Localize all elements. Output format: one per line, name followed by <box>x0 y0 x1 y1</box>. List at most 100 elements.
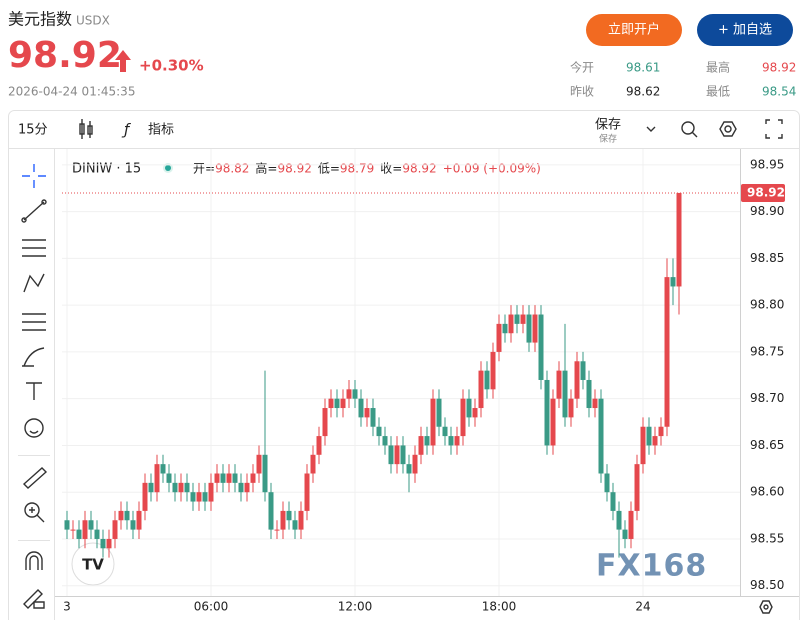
candle-body <box>328 398 334 409</box>
candle-body <box>202 492 208 502</box>
candle-body <box>676 192 682 287</box>
candle-body <box>238 482 244 493</box>
candle-body <box>454 436 460 446</box>
candle-body <box>88 520 94 530</box>
legend-text: 收= <box>380 162 402 176</box>
x-tick-label: 24 <box>635 600 650 614</box>
candle-body <box>586 379 592 409</box>
stat-value: 98.61 <box>626 61 660 75</box>
candle-body <box>250 473 256 483</box>
candle-body <box>76 529 82 539</box>
candle-body <box>538 314 544 380</box>
watchlist-button[interactable] <box>697 14 793 46</box>
open-account-label[interactable]: 立即开户 <box>608 22 660 38</box>
candle-body <box>358 398 364 418</box>
interval[interactable]: 15分 <box>18 123 48 138</box>
candle-body <box>652 436 658 446</box>
candle-body <box>484 370 490 390</box>
candle-body <box>610 492 616 511</box>
candle-body <box>64 520 70 530</box>
candle-body <box>130 520 136 530</box>
candle-body <box>520 314 526 324</box>
legend-text: 低= <box>318 162 340 176</box>
candle-body <box>184 482 190 493</box>
candle-body <box>124 510 130 521</box>
candle-body <box>292 520 298 530</box>
candle-body <box>550 398 556 446</box>
legend-text: 98.92 <box>402 162 436 176</box>
candle-body <box>268 492 274 530</box>
candle-body <box>382 436 388 446</box>
candle-body <box>616 510 622 530</box>
ohlc-legend: 开= 98.82 高= 98.92 低= 98.79 收= 98.92 +0.09 (+0.09… <box>193 161 541 176</box>
candle-body <box>244 482 250 493</box>
candle-body <box>220 473 226 483</box>
candle-body <box>178 482 184 493</box>
watchlist-label[interactable]: + 加自选 <box>718 23 772 38</box>
candle-body <box>496 323 502 352</box>
candle-body <box>310 454 316 474</box>
settings-icon[interactable] <box>759 600 773 614</box>
legend-text: 开= <box>193 162 215 176</box>
y-tick-label: 98.55 <box>750 531 784 545</box>
candle-body <box>532 314 538 343</box>
candle-body <box>418 436 424 455</box>
status-dot <box>165 165 171 171</box>
candle-body <box>424 436 430 446</box>
watermark: FX168 <box>596 549 707 584</box>
indicators[interactable]: 指标 <box>148 123 174 138</box>
save[interactable]: 保存 <box>595 118 621 133</box>
candle-type-icon[interactable] <box>79 119 93 139</box>
y-tick-label: 98.50 <box>750 578 784 592</box>
stat-label: 最低 <box>706 85 730 99</box>
candle-body <box>640 426 646 465</box>
x-tick-label: 18:00 <box>482 600 517 614</box>
candle-body <box>388 445 394 465</box>
candle-body <box>196 492 202 502</box>
candle-body <box>460 398 466 437</box>
candle-body <box>394 445 400 465</box>
save-menu[interactable] <box>646 126 656 132</box>
y-tick-label: 98.75 <box>750 344 784 358</box>
candle-body <box>634 464 640 511</box>
candle-body <box>376 426 382 437</box>
candle-body <box>598 398 604 474</box>
candle-body <box>490 351 496 390</box>
candle-body <box>508 314 514 334</box>
candle-body <box>262 454 268 493</box>
candle-body <box>412 454 418 474</box>
candle-body <box>604 473 610 493</box>
open-account-button[interactable] <box>586 14 682 46</box>
drawing-tools[interactable] <box>21 164 48 609</box>
candle-body <box>646 426 652 446</box>
x-tick-label: 06:00 <box>194 600 229 614</box>
candle-body <box>622 529 628 539</box>
candle-body <box>154 464 160 493</box>
candle-body <box>304 473 310 511</box>
candle-body <box>628 510 634 539</box>
candle-body <box>112 520 118 539</box>
x-tick-label: 3 <box>63 600 71 614</box>
candle-body <box>664 277 670 427</box>
candle-body <box>316 436 322 455</box>
code: USDX <box>76 14 110 28</box>
save-sub: 保存 <box>599 133 617 145</box>
stat-value: 98.62 <box>626 85 660 99</box>
plot: 98.50 98.55 98.60 98.65 98.70 98.75 98.80 98.85… <box>62 149 785 614</box>
candle-body <box>526 314 532 343</box>
candle-body <box>514 314 520 324</box>
symbol: DINIW · 15 <box>72 162 141 177</box>
y-tick-label: 98.65 <box>750 438 784 452</box>
candle-body <box>352 389 358 399</box>
candle-body <box>160 464 166 474</box>
candle-body <box>466 398 472 418</box>
candle-body <box>82 520 88 539</box>
last-price-tag <box>741 183 785 202</box>
fx-icon[interactable]: ƒ <box>121 121 131 139</box>
candle-body <box>286 510 292 521</box>
candle-body <box>322 408 328 437</box>
toolbar-icons[interactable] <box>681 119 783 139</box>
legend-text: 98.92 <box>277 162 311 176</box>
